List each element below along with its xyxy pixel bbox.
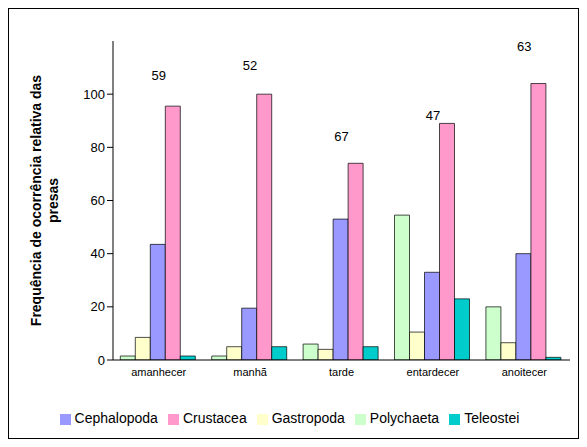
svg-text:0: 0 — [98, 353, 105, 368]
html-text:Polychaeta: Polychaeta — [369, 410, 440, 426]
html-text:Cephalopoda: Cephalopoda — [74, 410, 158, 426]
svg-text:100: 100 — [83, 87, 105, 102]
html-text:Gastropoda: Gastropoda — [271, 410, 345, 426]
svg-text:80: 80 — [91, 140, 105, 155]
svg-text:amanhecer: amanhecer — [131, 366, 186, 378]
svg-text:40: 40 — [91, 246, 105, 261]
html-text:Crustacea: Crustacea — [182, 410, 247, 426]
html-text:Teleostei: Teleostei — [464, 410, 520, 426]
svg-text:52: 52 — [243, 58, 257, 73]
svg-text:Frequência de ocorrência relat: Frequência de ocorrência relativa das — [28, 75, 44, 327]
svg-text:20: 20 — [91, 299, 105, 314]
svg-text:47: 47 — [426, 108, 440, 123]
svg-text:anoitecer: anoitecer — [502, 366, 548, 378]
svg-text:tarde: tarde — [329, 366, 354, 378]
svg-text:entardecer: entardecer — [407, 366, 460, 378]
svg-text:59: 59 — [151, 68, 165, 83]
svg-text:manhã: manhã — [233, 366, 268, 378]
svg-text:presas: presas — [45, 178, 61, 223]
svg-text:63: 63 — [517, 39, 531, 54]
svg-text:60: 60 — [91, 193, 105, 208]
svg-text:67: 67 — [334, 129, 348, 144]
